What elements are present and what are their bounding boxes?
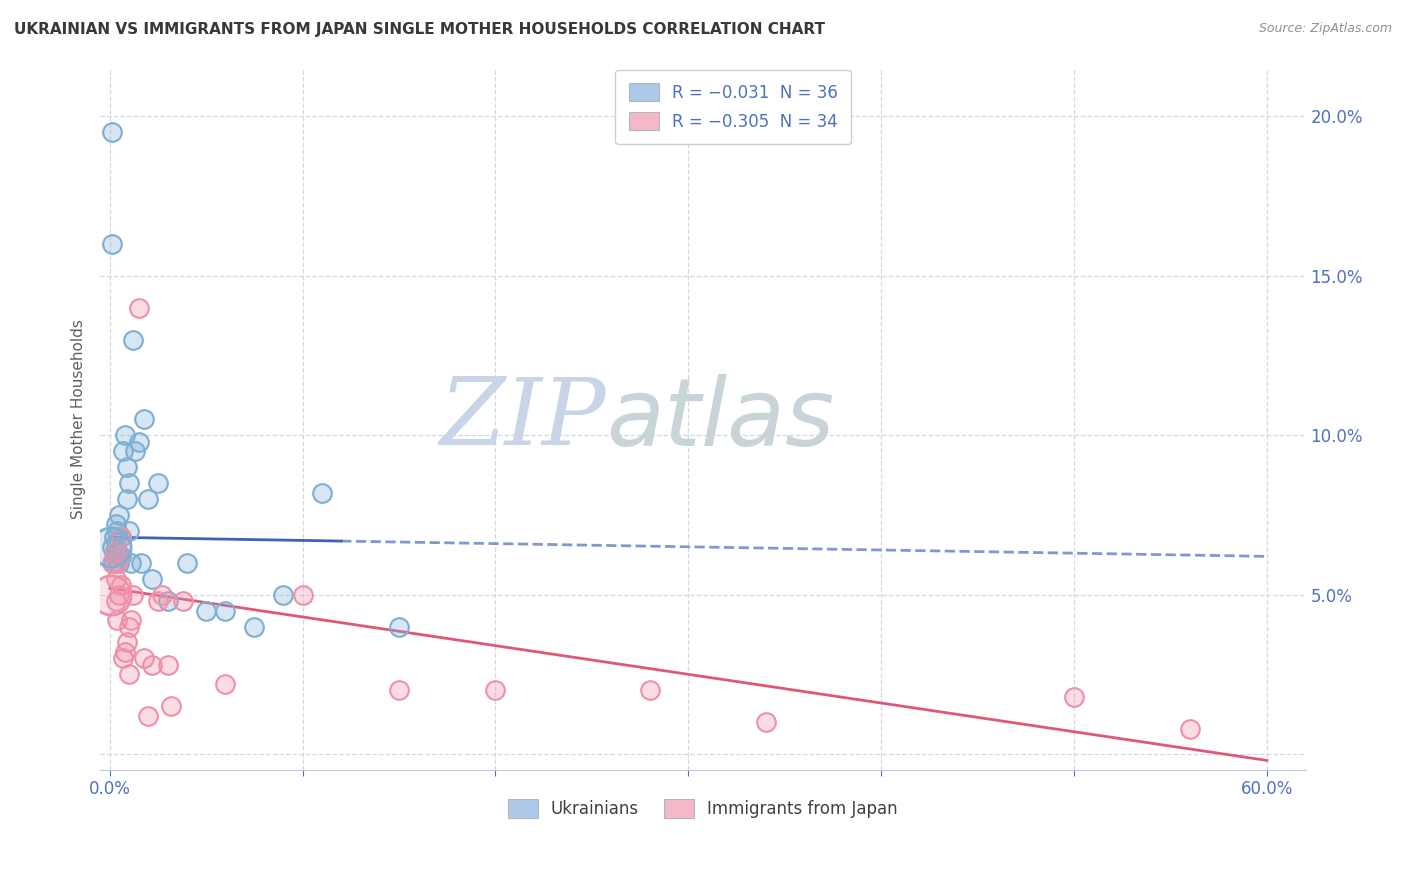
Point: [141, 572, 163, 586]
Point: [100, 588, 122, 602]
Point: [100, 556, 122, 570]
Point: [114, 645, 136, 659]
Point: [110, 530, 132, 544]
Text: Source: ZipAtlas.com: Source: ZipAtlas.com: [1258, 22, 1392, 36]
Text: UKRAINIAN VS IMMIGRANTS FROM JAPAN SINGLE MOTHER HOUSEHOLDS CORRELATION CHART: UKRAINIAN VS IMMIGRANTS FROM JAPAN SINGL…: [14, 22, 825, 37]
Point: [107, 613, 129, 627]
Point: [115, 460, 138, 475]
Point: [638, 683, 661, 698]
Point: [110, 578, 132, 592]
Point: [176, 556, 198, 570]
Legend: Ukrainians, Immigrants from Japan: Ukrainians, Immigrants from Japan: [501, 793, 904, 825]
Point: [100, 125, 122, 139]
Point: [115, 635, 138, 649]
Point: [122, 588, 145, 602]
Point: [104, 517, 127, 532]
Point: [214, 603, 236, 617]
Point: [110, 530, 132, 544]
Point: [118, 619, 141, 633]
Point: [100, 236, 122, 251]
Point: [107, 546, 129, 560]
Point: [156, 594, 179, 608]
Point: [484, 683, 506, 698]
Point: [104, 594, 127, 608]
Point: [134, 651, 156, 665]
Point: [118, 667, 141, 681]
Point: [103, 546, 125, 560]
Point: [128, 434, 150, 449]
Point: [388, 619, 411, 633]
Point: [1063, 690, 1085, 704]
Point: [107, 556, 129, 570]
Text: ZIP: ZIP: [440, 375, 606, 464]
Point: [120, 556, 142, 570]
Point: [146, 594, 169, 608]
Point: [754, 715, 776, 730]
Point: [138, 708, 160, 723]
Point: [108, 508, 131, 522]
Point: [122, 333, 145, 347]
Y-axis label: Single Mother Households: Single Mother Households: [72, 319, 86, 519]
Point: [104, 540, 127, 554]
Text: atlas: atlas: [606, 374, 835, 465]
Point: [214, 677, 236, 691]
Point: [108, 556, 131, 570]
Point: [118, 476, 141, 491]
Point: [243, 619, 266, 633]
Point: [156, 657, 179, 672]
Point: [172, 594, 194, 608]
Point: [100, 540, 122, 554]
Point: [134, 412, 156, 426]
Point: [146, 476, 169, 491]
Point: [100, 540, 122, 554]
Point: [108, 549, 131, 564]
Point: [103, 556, 125, 570]
Point: [195, 603, 218, 617]
Point: [118, 524, 141, 538]
Point: [110, 549, 132, 564]
Point: [108, 588, 131, 602]
Point: [138, 491, 160, 506]
Point: [273, 588, 295, 602]
Point: [129, 556, 152, 570]
Point: [114, 428, 136, 442]
Point: [112, 444, 135, 458]
Point: [150, 588, 173, 602]
Point: [128, 301, 150, 315]
Point: [104, 572, 127, 586]
Point: [141, 657, 163, 672]
Point: [107, 524, 129, 538]
Point: [120, 613, 142, 627]
Point: [291, 588, 314, 602]
Point: [1178, 722, 1201, 736]
Point: [115, 491, 138, 506]
Point: [311, 485, 333, 500]
Point: [124, 444, 146, 458]
Point: [388, 683, 411, 698]
Point: [103, 530, 125, 544]
Point: [160, 699, 183, 714]
Point: [112, 651, 135, 665]
